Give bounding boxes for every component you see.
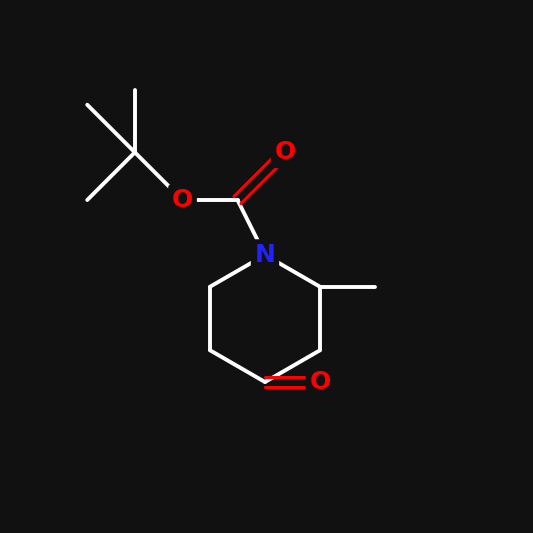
Text: O: O [309, 370, 330, 394]
Text: N: N [255, 243, 276, 267]
Text: O: O [172, 188, 193, 212]
Text: O: O [274, 140, 296, 164]
